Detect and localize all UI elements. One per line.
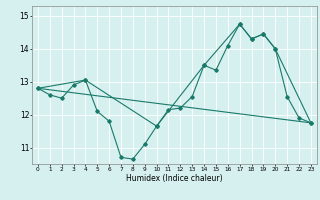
X-axis label: Humidex (Indice chaleur): Humidex (Indice chaleur) [126,174,223,183]
